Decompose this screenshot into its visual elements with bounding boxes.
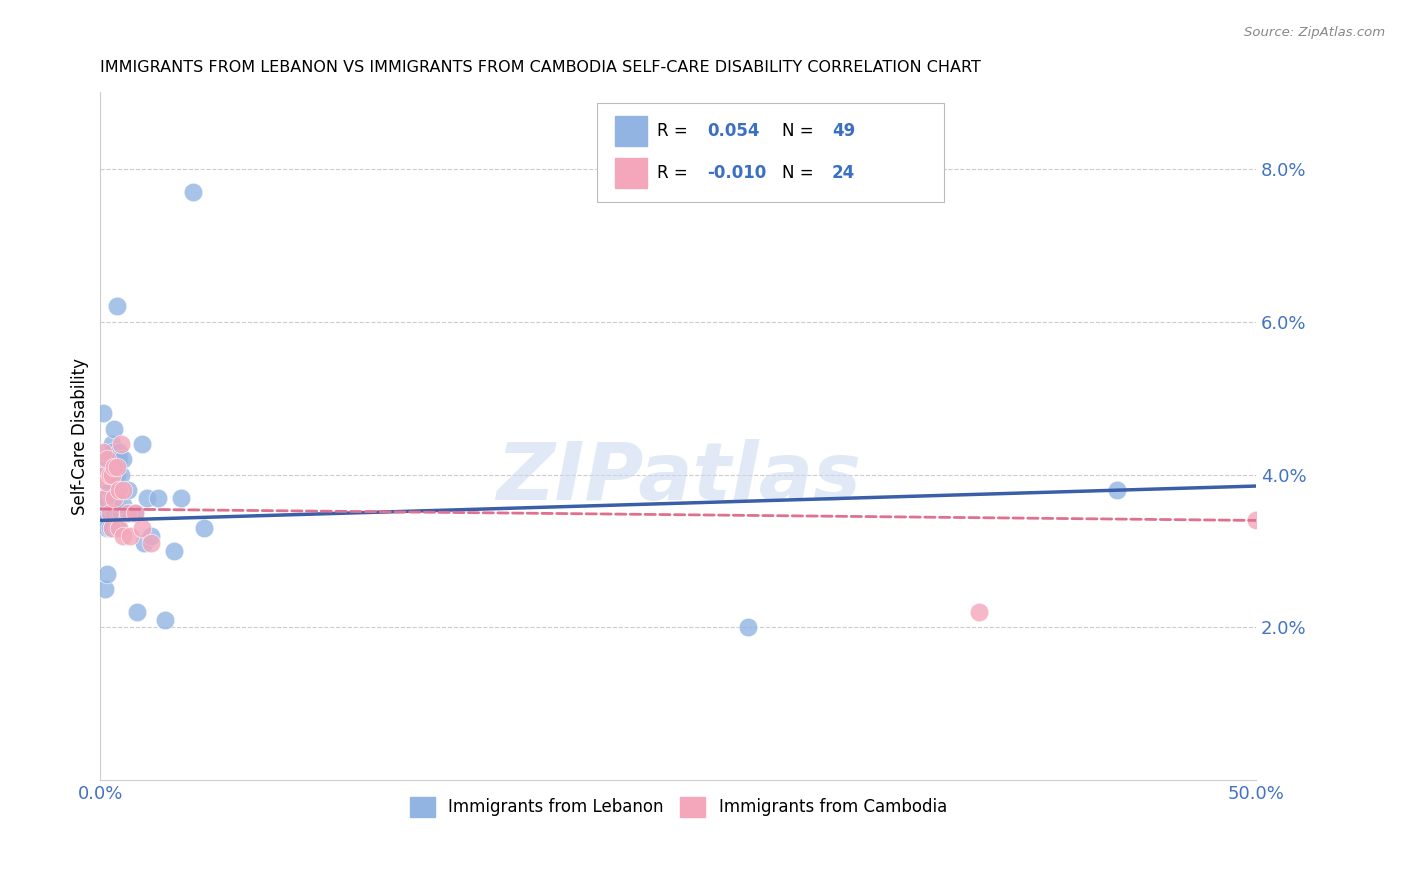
Point [1107, 483, 1129, 497]
Point [101, 444, 124, 458]
Point [105, 459, 128, 474]
Text: N =: N = [782, 122, 820, 140]
Point [96, 475, 118, 490]
Point [112, 529, 135, 543]
Point [101, 521, 124, 535]
Point [94, 491, 117, 505]
Point [96, 498, 118, 512]
Legend: Immigrants from Lebanon, Immigrants from Cambodia: Immigrants from Lebanon, Immigrants from… [404, 790, 953, 823]
Point [98, 483, 121, 497]
Point [108, 506, 131, 520]
Point [91, 444, 114, 458]
Point [105, 467, 128, 482]
Point [108, 452, 131, 467]
Point [98, 467, 121, 482]
Point [127, 605, 149, 619]
Point [120, 506, 142, 520]
Point [193, 521, 215, 535]
Point [120, 529, 142, 543]
Point [110, 467, 132, 482]
Point [96, 513, 118, 527]
Point [98, 444, 121, 458]
Point [96, 452, 118, 467]
Bar [614, 158, 647, 188]
Text: 0.054: 0.054 [707, 122, 759, 140]
Point [110, 506, 132, 520]
Text: 49: 49 [832, 122, 855, 140]
Point [91, 498, 114, 512]
Point [131, 521, 153, 535]
Point [94, 467, 117, 482]
Point [101, 521, 124, 535]
Point [108, 521, 131, 535]
Point [101, 491, 124, 505]
Point [96, 566, 118, 581]
Point [112, 452, 135, 467]
Point [98, 475, 121, 490]
Point [131, 437, 153, 451]
Point [103, 422, 125, 436]
Point [98, 506, 121, 520]
Point [153, 613, 176, 627]
Point [103, 491, 125, 505]
Point [103, 459, 125, 474]
FancyBboxPatch shape [598, 103, 943, 202]
Text: ZIPatlas: ZIPatlas [496, 439, 860, 516]
Point [1244, 513, 1267, 527]
Point [135, 491, 157, 505]
Point [110, 437, 132, 451]
Point [124, 506, 146, 520]
Point [967, 605, 990, 619]
Point [101, 437, 124, 451]
Point [98, 521, 121, 535]
Point [94, 491, 117, 505]
Point [146, 491, 169, 505]
Point [101, 467, 124, 482]
Text: R =: R = [658, 122, 693, 140]
Point [94, 582, 117, 597]
Point [141, 529, 163, 543]
Point [737, 620, 759, 634]
Point [105, 521, 128, 535]
Point [105, 300, 128, 314]
Point [103, 467, 125, 482]
Point [181, 185, 204, 199]
Text: IMMIGRANTS FROM LEBANON VS IMMIGRANTS FROM CAMBODIA SELF-CARE DISABILITY CORRELA: IMMIGRANTS FROM LEBANON VS IMMIGRANTS FR… [100, 60, 981, 75]
Point [117, 506, 139, 520]
Point [170, 491, 193, 505]
Text: R =: R = [658, 164, 693, 182]
Point [94, 506, 117, 520]
Point [163, 544, 186, 558]
Point [124, 506, 146, 520]
Point [134, 536, 156, 550]
Point [117, 483, 139, 497]
Point [96, 459, 118, 474]
Text: Source: ZipAtlas.com: Source: ZipAtlas.com [1244, 26, 1385, 39]
Text: N =: N = [782, 164, 820, 182]
Point [96, 475, 118, 490]
Point [96, 521, 118, 535]
Point [91, 406, 114, 420]
Point [112, 483, 135, 497]
Bar [614, 116, 647, 146]
Point [108, 483, 131, 497]
Text: 24: 24 [832, 164, 855, 182]
Point [141, 536, 163, 550]
Point [112, 498, 135, 512]
Y-axis label: Self-Care Disability: Self-Care Disability [72, 358, 89, 515]
Point [108, 444, 131, 458]
Point [96, 444, 118, 458]
Point [103, 506, 125, 520]
Text: -0.010: -0.010 [707, 164, 766, 182]
